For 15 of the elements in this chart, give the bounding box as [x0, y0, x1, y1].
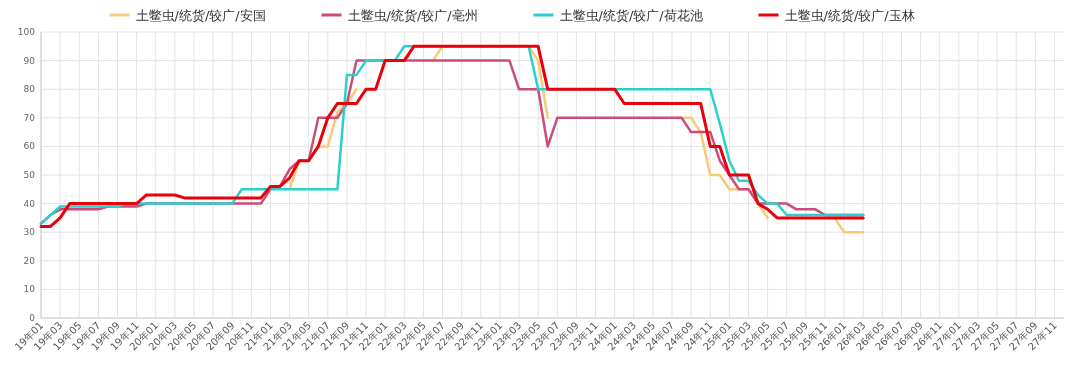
y-tick-label: 40: [23, 198, 36, 209]
y-tick-label: 30: [23, 227, 36, 238]
legend-label: 土鳖虫/统货/较广/玉林: [784, 8, 915, 23]
legend-label: 土鳖虫/统货/较广/亳州: [347, 8, 478, 23]
y-tick-label: 60: [23, 141, 36, 152]
y-tick-label: 80: [23, 84, 36, 95]
y-tick-label: 100: [17, 27, 36, 37]
y-tick-label: 0: [29, 313, 36, 323]
y-tick-label: 70: [23, 112, 36, 123]
legend-label: 土鳖虫/统货/较广/安国: [135, 8, 266, 23]
y-tick-label: 90: [23, 55, 36, 66]
y-tick-label: 50: [23, 170, 36, 180]
legend-label: 土鳖虫/统货/较广/荷花池: [559, 8, 703, 23]
y-tick-label: 20: [23, 255, 36, 266]
y-tick-label: 10: [23, 284, 36, 295]
